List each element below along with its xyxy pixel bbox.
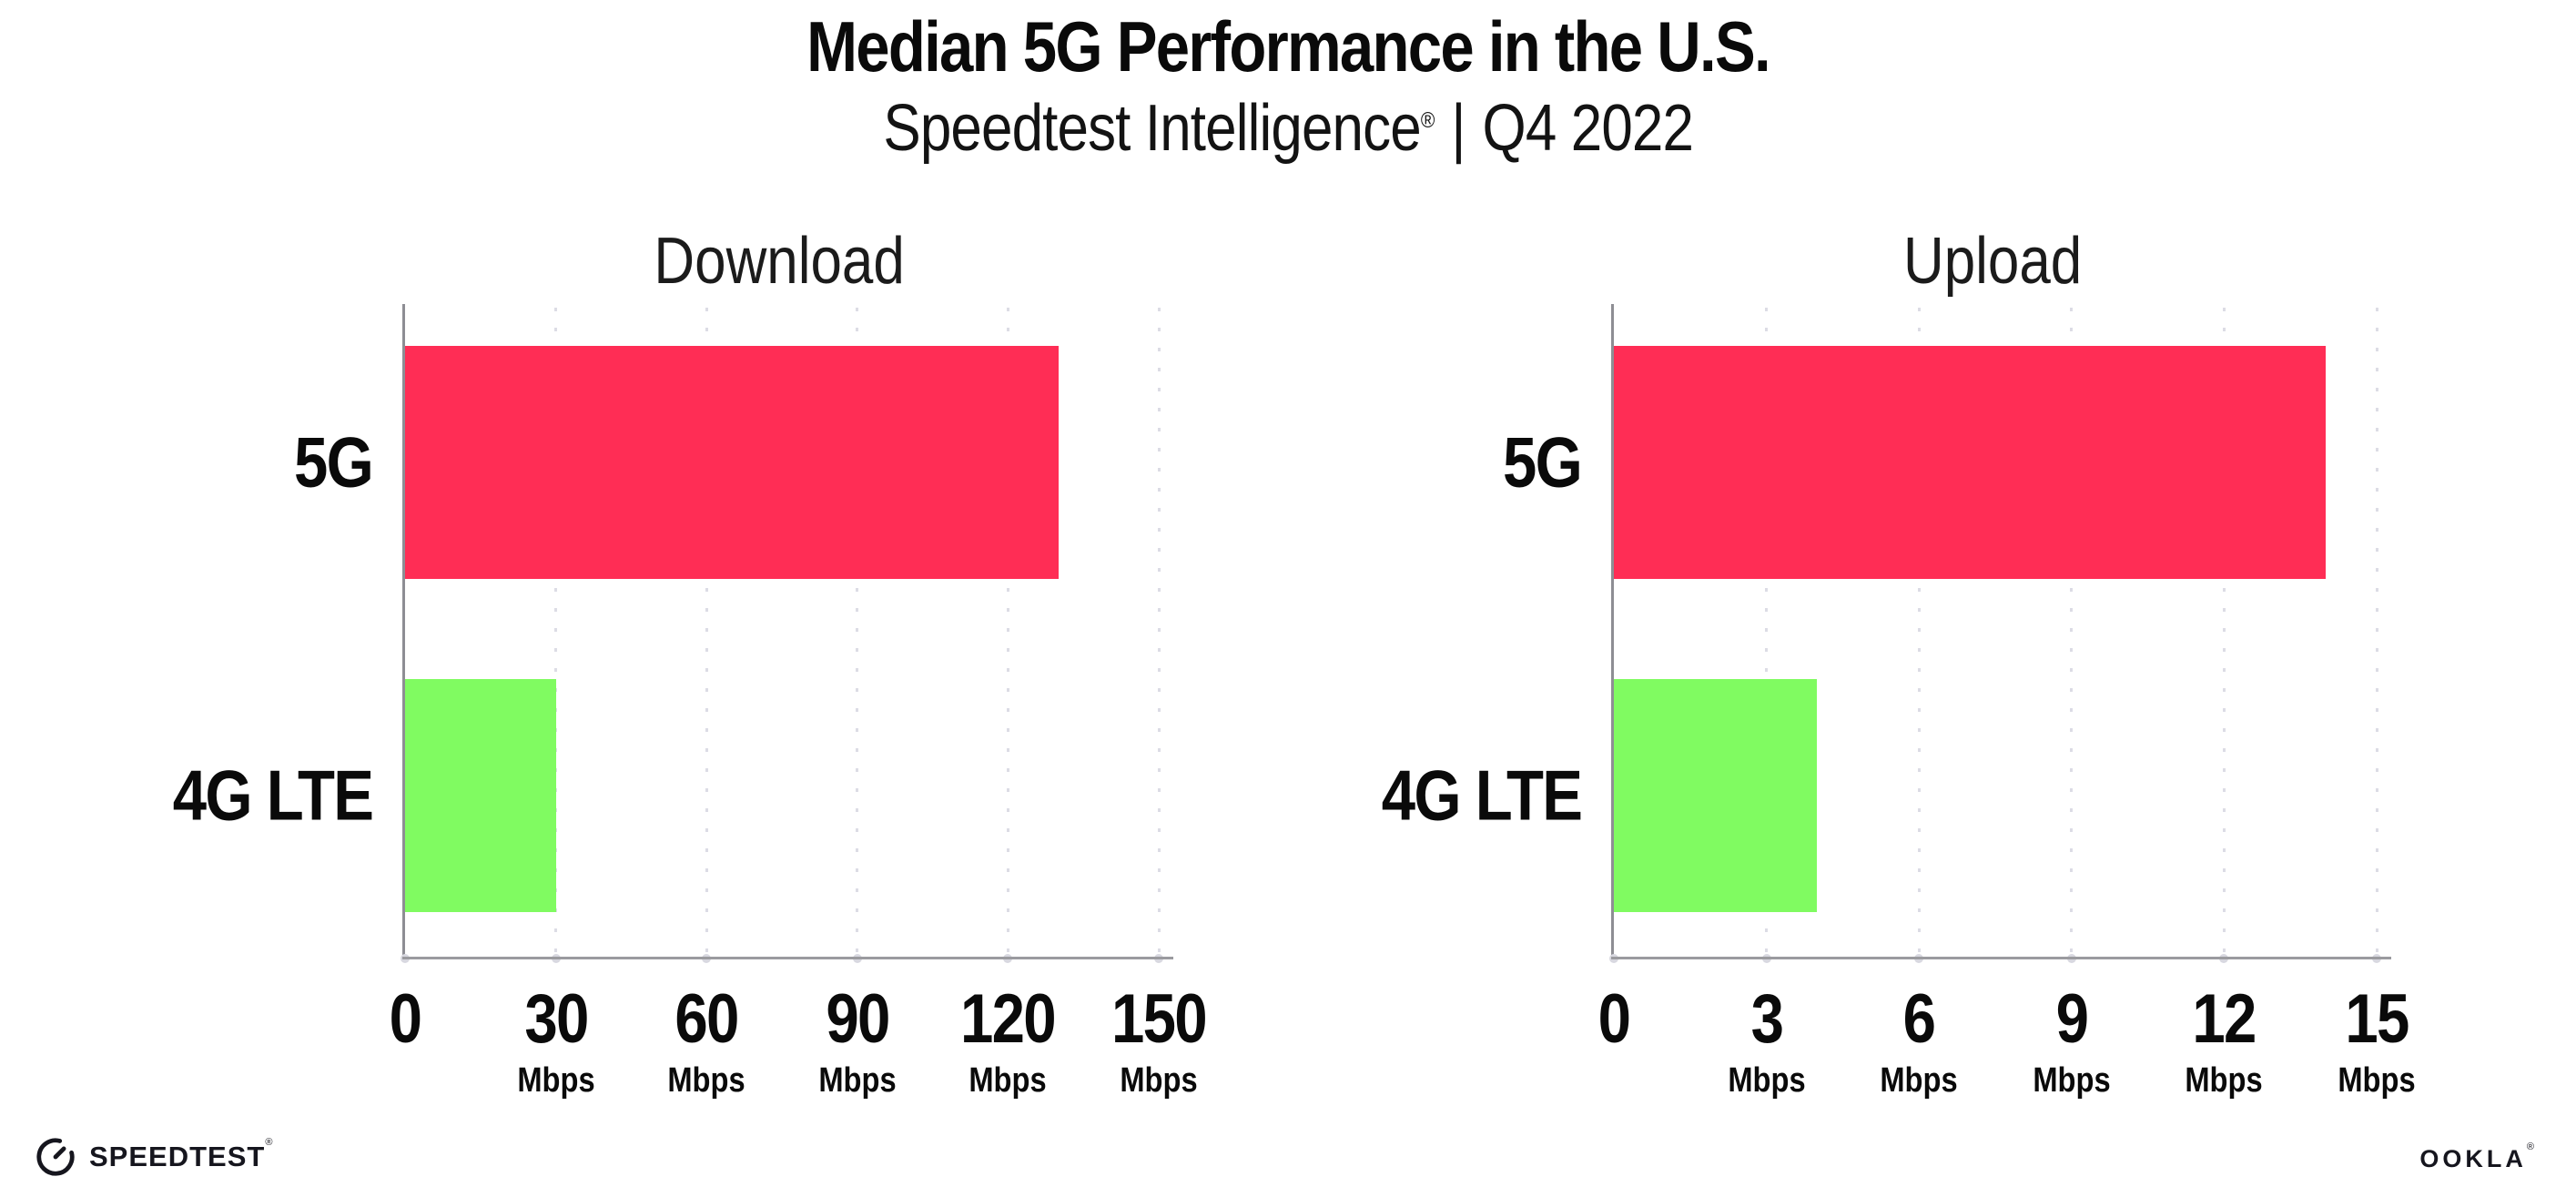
download-chart-title-text: Download [654,225,905,298]
x-tick-unit: Mbps [1880,1061,1958,1100]
x-tick-unit: Mbps [1120,1061,1198,1100]
x-tick-label: 3 Mbps [1727,980,1806,1100]
x-tick-unit: Mbps [667,1061,745,1100]
category-label: 5G [0,421,374,504]
x-tick-label: 0 [1597,980,1631,1058]
x-tick-value: 0 [389,980,422,1058]
x-tick-label: 0 [389,980,422,1058]
x-tick-value: 90 [826,980,890,1058]
gridline [2222,308,2226,958]
x-tick-unit: Mbps [1727,1061,1806,1100]
gridline [554,308,558,958]
x-tick-label: 30 Mbps [516,980,595,1100]
speedtest-logo: SPEEDTEST® [35,1136,273,1178]
bar-4g-lte [405,679,556,912]
x-tick-value: 0 [1597,980,1631,1058]
ookla-wordmark: OOKLA [2419,1145,2527,1172]
upload-plot: 5G 4G LTE 0 3 Mbps 6 Mbps 9 Mbps 12 Mbps 15 Mbps [1381,304,2416,1098]
ookla-trademark-symbol: ® [2526,1141,2538,1152]
speedtest-logo-text: SPEEDTEST® [89,1137,273,1173]
x-tick-unit: Mbps [516,1061,595,1100]
x-tick-value: 150 [1111,980,1208,1058]
category-label-text: 4G LTE [172,755,373,836]
x-tick-label: 15 Mbps [2338,980,2416,1100]
speedtest-wordmark: SPEEDTEST [89,1141,266,1172]
x-tick-label: 90 Mbps [818,980,897,1100]
gridline [705,308,708,958]
page-subtitle: Speedtest Intelligence® | Q4 2022 [0,92,2576,165]
x-tick-label: 6 Mbps [1880,980,1958,1100]
gridline [1917,308,1921,958]
x-tick-label: 9 Mbps [2033,980,2111,1100]
x-tick-label: 150 Mbps [1111,980,1208,1100]
x-axis-line [1611,957,2391,959]
x-axis-line [402,957,1173,959]
registered-mark: ® [1420,108,1435,133]
category-label: 5G [1162,421,1583,504]
x-tick-value: 6 [1902,980,1936,1058]
speedtest-trademark-symbol: ® [265,1137,274,1148]
x-tick-value: 12 [2192,980,2257,1058]
gridline [856,308,859,958]
x-tick-value: 30 [523,980,589,1058]
gridline [1157,308,1161,958]
gridline [1765,308,1769,958]
x-tick-unit: Mbps [2033,1061,2111,1100]
x-tick-value: 3 [1750,980,1783,1058]
gridline [2375,308,2378,958]
download-plot: 5G 4G LTE 0 30 Mbps 60 Mbps 90 Mbps 120 Mbps 150 Mbp… [172,304,1208,1098]
download-chart-title: Download [402,225,1156,298]
x-tick-value: 15 [2345,980,2409,1058]
page-title: Median 5G Performance in the U.S. [0,11,2576,82]
category-label-text: 5G [1502,421,1583,502]
bar-5g [405,346,1059,579]
gridline [2070,308,2074,958]
x-tick-unit: Mbps [2338,1061,2416,1100]
x-tick-label: 120 Mbps [960,980,1057,1100]
upload-chart-title: Upload [1611,225,2374,298]
x-tick-label: 60 Mbps [667,980,745,1100]
category-label: 4G LTE [1162,755,1582,837]
subtitle-period: Q4 2022 [1482,92,1693,165]
subtitle-brand: Speedtest Intelligence [883,92,1421,165]
bar-5g [1614,346,2327,579]
upload-chart-title-text: Upload [1902,225,2083,298]
ookla-logo: OOKLA® [2419,1141,2538,1173]
x-tick-value: 120 [960,980,1057,1058]
gridline [1006,308,1009,958]
page-title-text: Median 5G Performance in the U.S. [806,6,1771,86]
subtitle-separator: | [1451,92,1465,165]
x-tick-unit: Mbps [2185,1061,2264,1100]
x-tick-label: 12 Mbps [2185,980,2264,1100]
x-tick-unit: Mbps [969,1061,1048,1100]
page-subtitle-text: Speedtest Intelligence® | Q4 2022 [883,92,1694,165]
category-label-text: 5G [293,421,374,502]
bar-4g-lte [1614,679,1818,912]
x-tick-value: 60 [674,980,740,1058]
speedtest-gauge-icon [35,1136,76,1178]
category-label-text: 4G LTE [1381,755,1582,836]
x-tick-value: 9 [2055,980,2088,1058]
category-label: 4G LTE [0,755,373,837]
x-tick-unit: Mbps [818,1061,897,1100]
